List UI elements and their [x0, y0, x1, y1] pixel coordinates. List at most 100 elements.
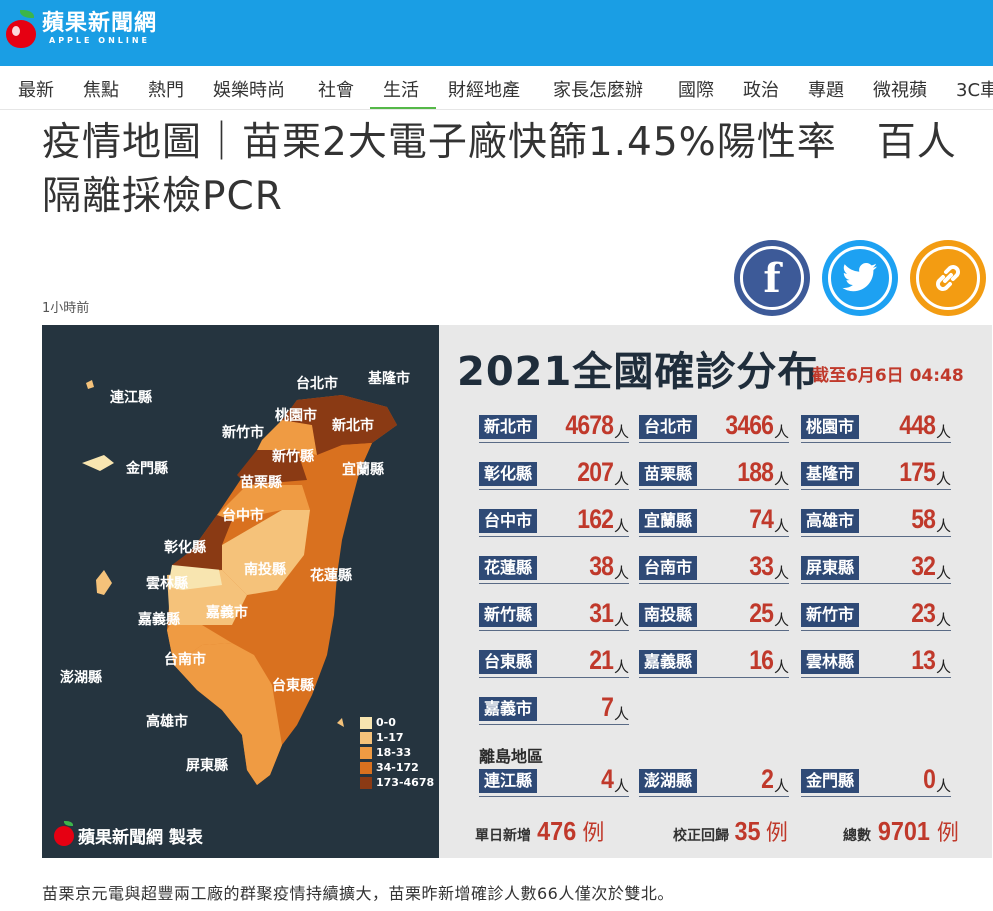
taiwan-map: 連江縣 金門縣 澎湖縣 台北市 基隆市 桃園市 新北市 新竹市 新竹縣 宜蘭縣 … — [42, 325, 439, 858]
map-label-taichung: 台中市 — [222, 508, 264, 524]
case-count-cell: 台東縣 21 人 — [479, 645, 629, 678]
divider — [801, 583, 951, 584]
county-tag: 屏東縣 — [801, 556, 860, 580]
case-unit: 人 — [773, 470, 789, 488]
legend-item: 34-172 — [360, 760, 434, 775]
case-count: 2 — [761, 764, 774, 794]
islands-heading: 離島地區 — [479, 747, 544, 766]
case-unit: 人 — [935, 777, 951, 795]
county-tag: 苗栗縣 — [639, 462, 698, 486]
county-tag: 新竹市 — [801, 603, 860, 627]
case-count-cell: 新竹市 23 人 — [801, 598, 951, 631]
case-count: 0 — [923, 764, 936, 794]
case-unit: 人 — [935, 611, 951, 629]
case-count: 16 — [749, 645, 774, 675]
case-unit: 人 — [773, 611, 789, 629]
map-label-taitung: 台東縣 — [272, 678, 314, 694]
share-twitter-button[interactable] — [822, 240, 898, 316]
map-region-north — [282, 395, 397, 455]
divider — [639, 796, 789, 797]
nav-item-parents[interactable]: 家長怎麼辦 — [553, 80, 643, 101]
legend-item: 1-17 — [360, 730, 434, 745]
map-region-taichung — [217, 485, 310, 520]
case-count: 188 — [737, 457, 774, 487]
county-tag: 彰化縣 — [479, 462, 538, 486]
link-icon — [916, 246, 980, 310]
category-nav: 最新 焦點 熱門 娛樂時尚 社會 生活 財經地產 家長怎麼辦 國際 政治 專題 … — [0, 66, 993, 110]
logo-subtext: APPLE ONLINE — [49, 36, 150, 45]
case-count-cell: 台南市 33 人 — [639, 551, 789, 584]
divider — [479, 442, 629, 443]
nav-item-video[interactable]: 微視蘋 — [873, 80, 927, 101]
case-count: 33 — [749, 551, 774, 581]
case-unit: 人 — [613, 658, 629, 676]
case-count-cell: 花蓮縣 38 人 — [479, 551, 629, 584]
share-facebook-button[interactable]: f — [734, 240, 810, 316]
island-case-cell: 連江縣 4 人 — [479, 764, 629, 797]
case-count-cell: 彰化縣 207 人 — [479, 457, 629, 490]
site-header: 蘋果新聞網 APPLE ONLINE — [0, 0, 993, 66]
apple-logo-icon — [4, 10, 38, 48]
case-count: 23 — [911, 598, 936, 628]
case-count-cell: 台中市 162 人 — [479, 504, 629, 537]
case-count: 31 — [589, 598, 614, 628]
divider — [801, 442, 951, 443]
article-body: 苗栗京元電與超豐兩工廠的群聚疫情持續擴大，苗栗昨新增確診人數66人僅次於雙北。 — [42, 884, 674, 903]
nav-item-hot[interactable]: 熱門 — [148, 80, 184, 101]
county-tag: 金門縣 — [801, 769, 860, 793]
case-count: 162 — [577, 504, 614, 534]
case-unit: 人 — [935, 658, 951, 676]
case-count: 74 — [749, 504, 774, 534]
nav-item-3c-car[interactable]: 3C車 — [956, 80, 993, 101]
map-label-chiayi-city: 嘉義市 — [206, 605, 248, 621]
nav-item-focus[interactable]: 焦點 — [83, 80, 119, 101]
copy-link-button[interactable] — [910, 240, 986, 316]
nav-item-finance[interactable]: 財經地產 — [448, 80, 520, 101]
county-tag: 連江縣 — [479, 769, 538, 793]
nav-item-features[interactable]: 專題 — [808, 80, 844, 101]
case-count: 13 — [911, 645, 936, 675]
county-tag: 花蓮縣 — [479, 556, 538, 580]
case-count: 4 — [601, 764, 614, 794]
case-count-cell: 新北市 4678 人 — [479, 410, 629, 443]
nav-active-indicator — [370, 107, 436, 109]
case-unit: 人 — [613, 705, 629, 723]
site-logo[interactable]: 蘋果新聞網 APPLE ONLINE — [4, 10, 157, 48]
county-tag: 台中市 — [479, 509, 538, 533]
divider — [639, 442, 789, 443]
map-region-hsinchu — [257, 420, 317, 455]
map-label-nantou: 南投縣 — [244, 562, 286, 578]
legend-item: 0-0 — [360, 715, 434, 730]
nav-item-latest[interactable]: 最新 — [18, 80, 54, 101]
nav-item-entertainment[interactable]: 娛樂時尚 — [213, 80, 285, 101]
case-unit: 人 — [773, 777, 789, 795]
nav-item-society[interactable]: 社會 — [318, 80, 354, 101]
divider — [479, 724, 629, 725]
map-penghu-island — [96, 570, 112, 595]
nav-item-life[interactable]: 生活 — [383, 80, 419, 101]
total-stat: 總數 9701 例 — [843, 816, 959, 846]
county-tag: 新北市 — [479, 415, 538, 439]
case-count: 58 — [911, 504, 936, 534]
case-unit: 人 — [613, 423, 629, 441]
county-tag: 新竹縣 — [479, 603, 538, 627]
nav-item-politics[interactable]: 政治 — [743, 80, 779, 101]
county-tag: 嘉義市 — [479, 697, 538, 721]
map-label-miaoli: 苗栗縣 — [240, 475, 282, 491]
case-count: 32 — [911, 551, 936, 581]
infographic-title: 2021全國確診分布 — [457, 349, 819, 395]
map-region-miaoli — [237, 450, 307, 485]
divider — [801, 796, 951, 797]
map-small-island — [337, 718, 344, 727]
map-label-changhua: 彰化縣 — [164, 540, 206, 556]
case-count-cell: 南投縣 25 人 — [639, 598, 789, 631]
map-region-changhua — [172, 515, 232, 570]
case-count-cell: 台北市 3466 人 — [639, 410, 789, 443]
case-unit: 人 — [613, 611, 629, 629]
nav-item-international[interactable]: 國際 — [678, 80, 714, 101]
article-timestamp: 1小時前 — [42, 301, 90, 316]
divider — [639, 536, 789, 537]
taiwan-map-svg — [82, 380, 397, 785]
case-count-cell: 高雄市 58 人 — [801, 504, 951, 537]
county-tag: 南投縣 — [639, 603, 698, 627]
